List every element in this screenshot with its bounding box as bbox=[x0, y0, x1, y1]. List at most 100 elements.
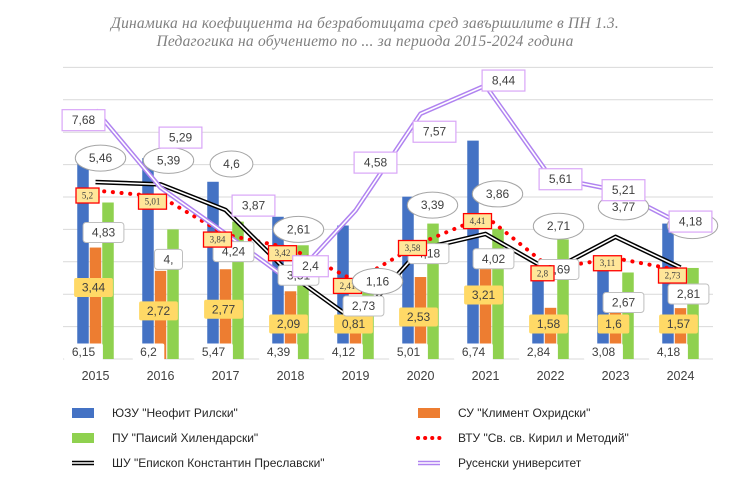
label-text: 2,84 bbox=[527, 345, 551, 359]
label-text: 5,01 bbox=[145, 197, 161, 207]
bar-пу-паисий-хилендарски-2018 bbox=[297, 245, 309, 359]
label-text: 1,58 bbox=[537, 317, 561, 331]
label-vtu-2015: 5,2 bbox=[75, 187, 100, 204]
chart-title-line-1: Динамика на коефициента на безработицата… bbox=[109, 15, 619, 32]
label-yuzu-2020: 5,01 bbox=[389, 343, 428, 361]
label-box bbox=[462, 212, 493, 230]
label-text: 2,4 bbox=[302, 259, 319, 273]
label-box bbox=[61, 109, 106, 132]
label-text: 6,15 bbox=[72, 345, 96, 359]
label-vtu-2016: 5,01 bbox=[137, 193, 168, 210]
label-su-2022: 1,58 bbox=[529, 314, 568, 334]
label-text: 5,47 bbox=[202, 345, 226, 359]
label-box bbox=[269, 314, 308, 334]
label-box bbox=[584, 343, 623, 361]
label-text: 4,18 bbox=[657, 345, 681, 359]
label-text: 4, bbox=[163, 252, 173, 266]
label-box bbox=[154, 248, 183, 270]
label-box bbox=[472, 248, 515, 270]
label-vtu-2022: 2,8 bbox=[530, 265, 555, 282]
label-vtu-2024: 2,73 bbox=[657, 267, 688, 284]
label-text: 6,2 bbox=[140, 345, 157, 359]
bar-пу-паисий-хилендарски-2020 bbox=[427, 223, 439, 359]
label-box bbox=[597, 314, 630, 334]
label-yuzu-2021: 6,74 bbox=[454, 343, 493, 361]
label-box bbox=[353, 151, 398, 174]
bar-су-климент-охридски-2015 bbox=[89, 247, 102, 359]
label-text: 2,09 bbox=[277, 317, 301, 331]
x-tick-2018: 2018 bbox=[277, 369, 305, 383]
label-text: 7,57 bbox=[423, 125, 447, 139]
label-text: 5,21 bbox=[612, 183, 636, 197]
data-labels: 6,15 3,44 4,83 5,2 5,46 7,68 6,2 2,72 4, 5,01 5,39… bbox=[61, 69, 719, 361]
label-ru-2022: 5,61 bbox=[538, 168, 583, 191]
label-text: 2,67 bbox=[612, 295, 636, 309]
legend-label: ВТУ "Св. св. Кирил и Методий" bbox=[458, 431, 629, 445]
label-ru-2024: 4,18 bbox=[668, 210, 713, 233]
label-pu-2015: 4,83 bbox=[82, 222, 125, 244]
label-su-2017: 2,77 bbox=[204, 299, 243, 319]
label-text: 2,71 bbox=[547, 219, 571, 233]
label-text: 5,2 bbox=[82, 191, 93, 201]
label-bubble bbox=[74, 144, 127, 172]
bar-пу-паисий-хилендарски-2022 bbox=[557, 239, 569, 359]
label-pu-2016: 4, bbox=[154, 248, 183, 270]
label-text: 3,86 bbox=[486, 187, 510, 201]
label-box bbox=[667, 283, 710, 305]
label-text: 7,68 bbox=[72, 113, 96, 127]
label-ru-2023: 5,21 bbox=[601, 179, 646, 202]
label-box bbox=[481, 69, 526, 92]
label-box bbox=[194, 343, 233, 361]
label-box bbox=[389, 343, 428, 361]
legend-item-шу-епископ-константин-преславски: ШУ "Епископ Константин Преславски" bbox=[72, 456, 325, 470]
label-ru-2016: 5,29 bbox=[158, 126, 203, 149]
legend-label: ШУ "Епископ Константин Преславски" bbox=[112, 456, 325, 470]
label-box bbox=[412, 120, 457, 143]
label-su-2018: 2,09 bbox=[269, 314, 308, 334]
label-text: 2,72 bbox=[147, 304, 171, 318]
bar-пу-паисий-хилендарски-2024 bbox=[687, 267, 699, 359]
bar-пу-паисий-хилендарски-2017 bbox=[232, 221, 244, 359]
label-text: 1,16 bbox=[366, 274, 390, 288]
label-box bbox=[259, 343, 298, 361]
label-text: 3,44 bbox=[82, 281, 106, 295]
label-text: 3,77 bbox=[612, 200, 636, 214]
label-ru-2017: 3,87 bbox=[231, 194, 276, 217]
label-su-2016: 2,72 bbox=[139, 301, 178, 321]
label-text: 2,41 bbox=[340, 281, 356, 291]
label-pu-2019: 2,73 bbox=[342, 295, 385, 317]
x-tick-2024: 2024 bbox=[667, 369, 695, 383]
legend-label: ЮЗУ "Неофит Рилски" bbox=[112, 406, 238, 420]
label-text: 3,42 bbox=[275, 248, 291, 258]
x-tick-2015: 2015 bbox=[82, 369, 110, 383]
label-shu-2019: 1,16 bbox=[351, 267, 404, 295]
label-text: 3,11 bbox=[600, 258, 615, 268]
bar-су-климент-охридски-2024 bbox=[674, 308, 687, 359]
label-su-2020: 2,53 bbox=[399, 307, 438, 327]
label-box bbox=[602, 291, 645, 313]
label-text: 5,29 bbox=[169, 131, 193, 145]
label-text: 4,24 bbox=[222, 245, 246, 259]
label-shu-2018: 2,61 bbox=[272, 215, 325, 243]
x-tick-2022: 2022 bbox=[537, 369, 565, 383]
label-text: 3,58 bbox=[405, 243, 421, 253]
legend-item-су-климент-охридски: СУ "Климент Охридски" bbox=[418, 406, 590, 420]
label-yuzu-2017: 5,47 bbox=[194, 343, 233, 361]
label-text: 6,74 bbox=[462, 345, 486, 359]
legend-swatch bbox=[418, 408, 440, 418]
label-box bbox=[464, 285, 503, 305]
legend-swatch bbox=[72, 408, 94, 418]
x-tick-2017: 2017 bbox=[212, 369, 240, 383]
label-yuzu-2016: 6,2 bbox=[132, 343, 165, 361]
label-text: 2,53 bbox=[407, 310, 431, 324]
label-bubble bbox=[272, 215, 325, 243]
label-text: 1,57 bbox=[667, 317, 691, 331]
label-text: 4,58 bbox=[364, 156, 388, 170]
label-box bbox=[82, 222, 125, 244]
label-vtu-2017: 3,84 bbox=[202, 231, 233, 248]
label-box bbox=[202, 231, 233, 248]
legend: ЮЗУ "Неофит Рилски" СУ "Климент Охридски"… bbox=[72, 406, 629, 470]
label-bubble bbox=[209, 150, 254, 178]
bar-юзу-неофит-рилски-2017 bbox=[207, 181, 219, 359]
label-box bbox=[204, 299, 243, 319]
